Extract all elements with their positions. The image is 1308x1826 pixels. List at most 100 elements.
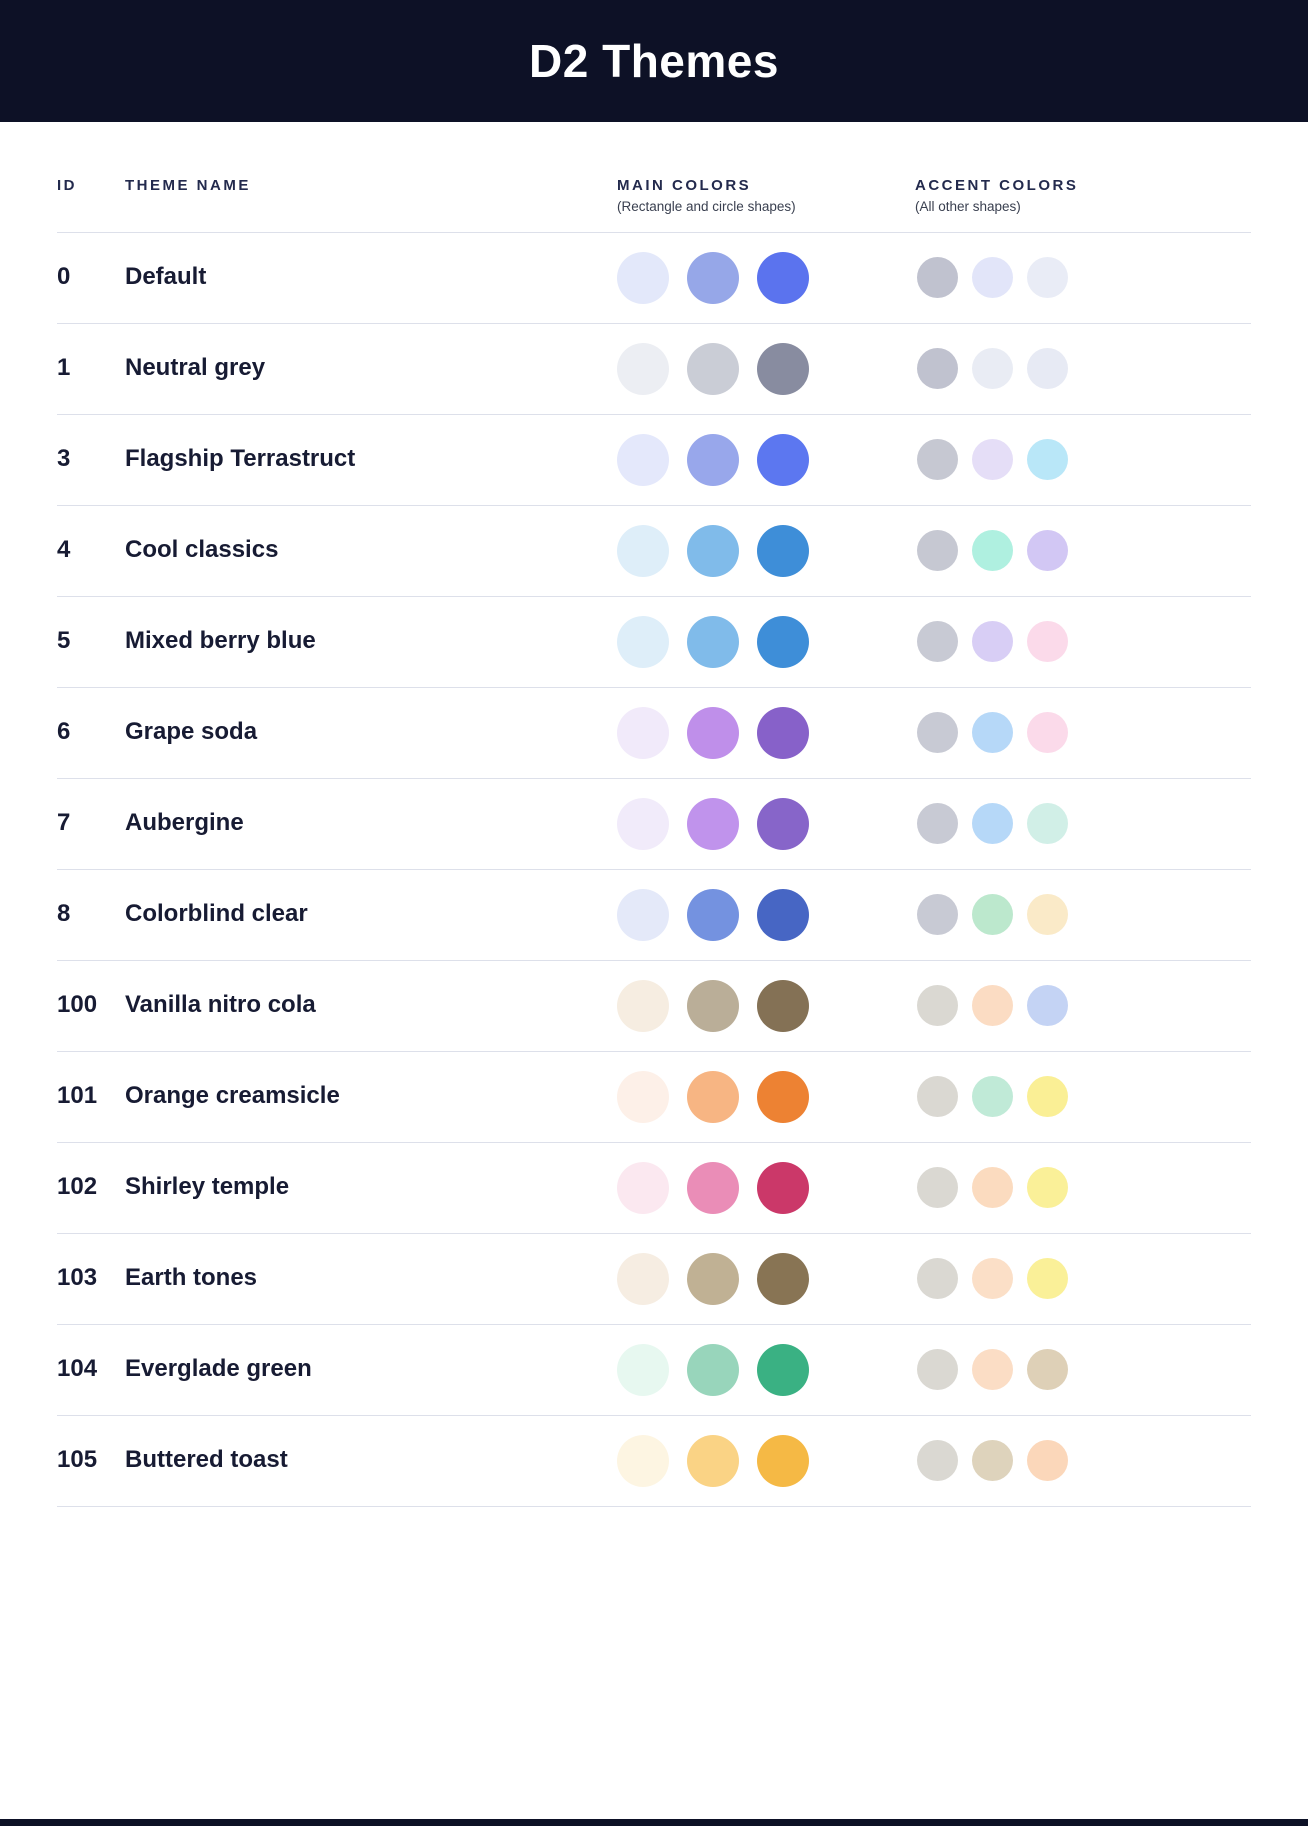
theme-id: 6: [57, 718, 71, 746]
accent-color-swatch: [917, 530, 958, 571]
theme-id: 102: [57, 1173, 98, 1201]
page-footer-band: [0, 1819, 1308, 1826]
main-color-swatch: [757, 797, 809, 850]
theme-id: 104: [57, 1355, 98, 1383]
accent-color-swatch: [972, 530, 1013, 571]
column-header-theme-name-label: THEME NAME: [125, 177, 251, 194]
main-color-swatch: [757, 615, 809, 668]
main-color-swatch: [617, 1252, 669, 1305]
theme-row: 1 Neutral grey: [57, 324, 1251, 415]
accent-color-swatches: [915, 1440, 1068, 1481]
page-header-banner: D2 Themes: [0, 0, 1308, 122]
accent-color-swatch: [917, 1076, 958, 1117]
accent-color-swatch: [972, 257, 1013, 298]
main-color-swatch: [617, 524, 669, 577]
accent-color-swatch: [917, 348, 958, 389]
main-color-swatch: [687, 342, 739, 395]
accent-color-swatch: [972, 894, 1013, 935]
accent-color-swatch: [1027, 1440, 1068, 1481]
accent-color-swatch: [1027, 1076, 1068, 1117]
accent-color-swatch: [1027, 712, 1068, 753]
main-color-swatch: [617, 251, 669, 304]
main-color-swatches: [617, 615, 915, 668]
accent-color-swatch: [917, 439, 958, 480]
main-color-swatches: [617, 251, 915, 304]
accent-color-swatches: [915, 1258, 1068, 1299]
main-color-swatch: [687, 1070, 739, 1123]
theme-name: Shirley temple: [125, 1173, 290, 1201]
accent-color-swatches: [915, 894, 1068, 935]
main-color-swatch: [617, 797, 669, 850]
column-header-theme-name: THEME NAME: [125, 178, 617, 193]
accent-color-swatch: [917, 1258, 958, 1299]
column-header-id-label: ID: [57, 177, 77, 194]
main-color-swatch: [617, 706, 669, 759]
theme-id: 1: [57, 354, 71, 382]
main-color-swatch: [757, 888, 809, 941]
accent-color-swatch: [1027, 1258, 1068, 1299]
theme-row: 101 Orange creamsicle: [57, 1052, 1251, 1143]
column-header-id: ID: [57, 178, 125, 193]
main-color-swatch: [687, 433, 739, 486]
theme-name: Vanilla nitro cola: [125, 991, 316, 1019]
main-color-swatch: [687, 1343, 739, 1396]
main-color-swatches: [617, 888, 915, 941]
accent-color-swatches: [915, 257, 1068, 298]
accent-color-swatch: [1027, 530, 1068, 571]
main-color-swatch: [757, 1070, 809, 1123]
table-header-row: ID THEME NAME MAIN COLORS (Rectangle and…: [57, 122, 1251, 233]
main-color-swatches: [617, 433, 915, 486]
accent-color-swatch: [917, 1167, 958, 1208]
accent-color-swatch: [1027, 621, 1068, 662]
main-color-swatch: [617, 1161, 669, 1214]
accent-color-swatch: [972, 1167, 1013, 1208]
accent-color-swatches: [915, 1349, 1068, 1390]
theme-row: 100 Vanilla nitro cola: [57, 961, 1251, 1052]
accent-color-swatch: [917, 803, 958, 844]
theme-name: Colorblind clear: [125, 900, 308, 928]
theme-name: Default: [125, 263, 207, 291]
main-color-swatch: [617, 1070, 669, 1123]
main-color-swatch: [687, 251, 739, 304]
accent-color-swatch: [972, 985, 1013, 1026]
main-color-swatch: [757, 433, 809, 486]
theme-name: Buttered toast: [125, 1446, 288, 1474]
theme-name: Flagship Terrastruct: [125, 445, 356, 473]
main-color-swatch: [687, 1434, 739, 1487]
main-color-swatches: [617, 524, 915, 577]
theme-row: 105 Buttered toast: [57, 1416, 1251, 1507]
accent-color-swatch: [1027, 257, 1068, 298]
theme-name: Mixed berry blue: [125, 627, 316, 655]
accent-color-swatch: [917, 621, 958, 662]
theme-id: 8: [57, 900, 71, 928]
main-color-swatches: [617, 706, 915, 759]
theme-row: 103 Earth tones: [57, 1234, 1251, 1325]
main-color-swatch: [617, 342, 669, 395]
theme-name: Neutral grey: [125, 354, 266, 382]
theme-row: 4 Cool classics: [57, 506, 1251, 597]
accent-color-swatches: [915, 712, 1068, 753]
accent-color-swatch: [972, 348, 1013, 389]
main-color-swatch: [617, 1343, 669, 1396]
themes-table: ID THEME NAME MAIN COLORS (Rectangle and…: [57, 122, 1251, 1507]
theme-name: Aubergine: [125, 809, 244, 837]
main-color-swatch: [687, 888, 739, 941]
accent-color-swatch: [917, 1440, 958, 1481]
main-color-swatch: [687, 1252, 739, 1305]
accent-color-swatch: [972, 1349, 1013, 1390]
theme-row: 3 Flagship Terrastruct: [57, 415, 1251, 506]
table-body: 0 Default 1 Neutral grey 3 Flagship Terrastru…: [57, 233, 1251, 1507]
theme-id: 105: [57, 1446, 98, 1474]
main-color-swatch: [687, 797, 739, 850]
theme-row: 102 Shirley temple: [57, 1143, 1251, 1234]
accent-color-swatch: [917, 712, 958, 753]
theme-id: 5: [57, 627, 71, 655]
accent-color-swatch: [972, 803, 1013, 844]
accent-color-swatch: [1027, 1349, 1068, 1390]
column-header-accent-colors: ACCENT COLORS (All other shapes): [915, 178, 1078, 214]
column-header-accent-colors-label: ACCENT COLORS: [915, 177, 1079, 194]
accent-color-swatch: [917, 894, 958, 935]
accent-color-swatches: [915, 1076, 1068, 1117]
accent-color-swatch: [1027, 348, 1068, 389]
main-color-swatch: [687, 979, 739, 1032]
